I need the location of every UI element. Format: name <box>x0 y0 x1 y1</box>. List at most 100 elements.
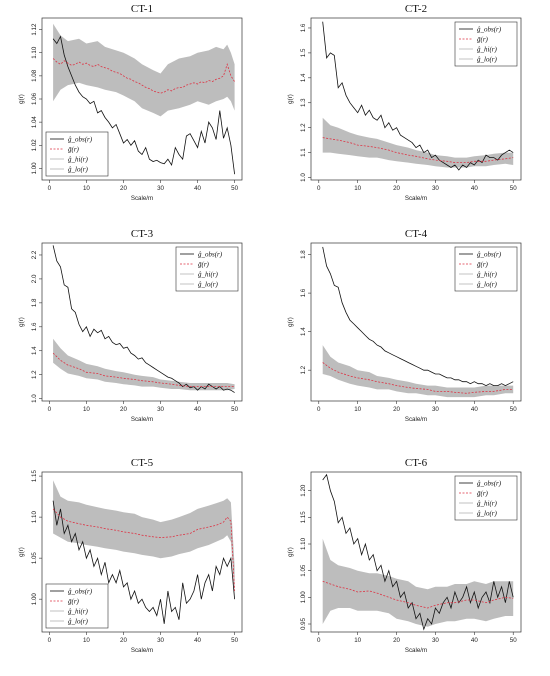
y-tick-label: 1.8 <box>31 298 38 307</box>
legend-entry: ĝ_obs(r) <box>68 587 93 595</box>
y-tick-label: 1.8 <box>300 250 307 259</box>
y-tick-label: 1.6 <box>300 23 307 32</box>
x-tick-label: 10 <box>354 185 361 192</box>
x-tick-label: 20 <box>393 406 400 413</box>
mean-line <box>52 58 235 94</box>
legend-entry: ḡ(r) <box>198 260 210 268</box>
x-tick-label: 20 <box>120 406 127 413</box>
x-tick-label: 10 <box>83 406 90 413</box>
y-tick-label: 1.10 <box>300 537 307 550</box>
legend-entry: ĝ_hi(r) <box>477 45 498 53</box>
y-tick-label: 2.0 <box>31 274 38 283</box>
legend-entry: ḡ(r) <box>477 260 489 268</box>
envelope-band <box>322 345 514 398</box>
plot-frame <box>310 242 522 402</box>
y-axis-label: g(r) <box>18 317 25 327</box>
y-tick-label: 1.20 <box>300 484 307 497</box>
legend: ĝ_obs(r) ḡ(r) ĝ_hi(r) ĝ_lo(r) <box>45 131 109 177</box>
x-tick-label: 20 <box>393 185 400 192</box>
y-tick-label: 1.10 <box>31 511 38 524</box>
envelope-band <box>53 338 235 391</box>
envelope-band <box>53 23 235 117</box>
chart-panel-3: CT-3 0 10 20 30 40 50 1.0 1.2 1.4 1.6 1.8 2.0 2.2 Scal… <box>18 228 243 423</box>
y-tick-label: 1.04 <box>31 116 38 129</box>
y-tick-label: 1.06 <box>31 92 38 105</box>
y-tick-label: 1.08 <box>31 69 38 82</box>
y-tick-label: 1.12 <box>31 23 38 36</box>
y-tick-label: 2.2 <box>31 250 38 259</box>
x-axis-label: Scale/m <box>405 416 427 423</box>
x-tick-label: 50 <box>510 185 517 192</box>
observed-line <box>52 35 235 175</box>
y-tick-label: 1.4 <box>300 327 307 336</box>
mean-line <box>322 362 514 394</box>
plot-frame <box>310 17 522 181</box>
y-axis-label: g(r) <box>287 94 294 104</box>
chart-title: CT-2 <box>405 3 427 15</box>
chart-title: CT-4 <box>405 228 428 240</box>
x-tick-label: 40 <box>194 406 201 413</box>
mean-line <box>322 580 514 609</box>
observed-line <box>322 21 514 171</box>
legend-entry: ĝ_hi(r) <box>68 607 89 615</box>
legend-entry: ĝ_lo(r) <box>68 617 89 625</box>
legend-entry: ḡ(r) <box>68 597 80 605</box>
mean-line <box>52 352 235 388</box>
x-tick-label: 50 <box>231 406 238 413</box>
x-tick-label: 0 <box>48 406 52 413</box>
legend-entry: ĝ_hi(r) <box>68 155 89 163</box>
x-tick-label: 10 <box>83 185 90 192</box>
envelope-band <box>322 538 514 627</box>
legend-entry: ĝ_obs(r) <box>477 479 502 487</box>
x-tick-label: 0 <box>317 185 321 192</box>
y-tick-label: 1.2 <box>31 370 38 379</box>
x-tick-label: 0 <box>48 185 52 192</box>
x-tick-label: 20 <box>120 637 127 644</box>
legend: ĝ_obs(r) ḡ(r) ĝ_hi(r) ĝ_lo(r) <box>454 21 518 67</box>
plot-frame <box>310 471 522 633</box>
x-tick-label: 30 <box>432 185 439 192</box>
observed-line <box>52 245 235 393</box>
x-tick-label: 0 <box>317 406 321 413</box>
chart-title: CT-5 <box>131 457 154 469</box>
x-axis-label: Scale/m <box>405 195 427 202</box>
legend: ĝ_obs(r) ḡ(r) ĝ_hi(r) ĝ_lo(r) <box>45 583 109 629</box>
observed-line <box>52 500 235 624</box>
legend-entry: ĝ_hi(r) <box>198 270 219 278</box>
x-tick-label: 50 <box>231 637 238 644</box>
x-tick-label: 20 <box>120 185 127 192</box>
x-tick-label: 50 <box>231 185 238 192</box>
legend-entry: ĝ_lo(r) <box>198 280 219 288</box>
chart-title: CT-3 <box>131 228 154 240</box>
x-tick-label: 40 <box>471 406 478 413</box>
y-tick-label: 1.15 <box>300 511 307 524</box>
chart-panel-4: CT-4 0 10 20 30 40 50 1.2 1.4 1.6 1.8 Scale/m g(r) ĝ_… <box>287 228 522 423</box>
x-tick-label: 40 <box>471 637 478 644</box>
x-axis-label: Scale/m <box>405 647 427 654</box>
envelope-band <box>322 117 514 168</box>
y-tick-label: 1.1 <box>300 148 307 157</box>
x-tick-label: 30 <box>157 406 164 413</box>
legend-entry: ĝ_obs(r) <box>477 25 502 33</box>
legend: ĝ_obs(r) ḡ(r) ĝ_hi(r) ĝ_lo(r) <box>454 246 518 292</box>
legend-entry: ĝ_obs(r) <box>198 250 223 258</box>
legend-entry: ĝ_lo(r) <box>477 55 498 63</box>
legend-entry: ḡ(r) <box>68 145 80 153</box>
y-tick-label: 0.95 <box>300 617 307 630</box>
y-tick-label: 1.6 <box>300 288 307 297</box>
legend-entry: ĝ_lo(r) <box>477 280 498 288</box>
chart-panel-5: CT-5 0 10 20 30 40 50 1.00 1.05 1.10 1.15 Scale/m g(… <box>18 457 243 654</box>
x-tick-label: 20 <box>393 637 400 644</box>
legend-entry: ĝ_lo(r) <box>68 165 89 173</box>
y-tick-label: 1.4 <box>31 346 38 355</box>
y-axis-label: g(r) <box>287 317 294 327</box>
y-tick-label: 1.2 <box>300 365 307 374</box>
x-tick-label: 0 <box>48 637 52 644</box>
x-tick-label: 10 <box>354 637 361 644</box>
x-tick-label: 10 <box>354 406 361 413</box>
x-tick-label: 30 <box>157 185 164 192</box>
x-axis-label: Scale/m <box>131 195 153 202</box>
x-axis-label: Scale/m <box>131 647 153 654</box>
